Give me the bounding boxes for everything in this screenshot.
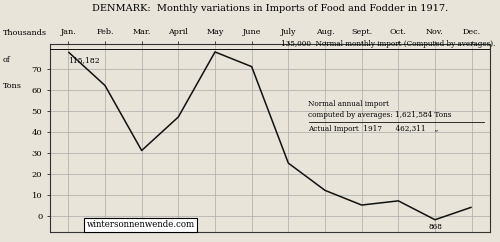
Text: 868: 868 <box>428 223 442 231</box>
Text: 115,182: 115,182 <box>68 56 100 64</box>
Text: computed by averages: 1,621,584 Tons: computed by averages: 1,621,584 Tons <box>308 111 452 119</box>
Text: of: of <box>2 56 10 64</box>
Text: Thousands: Thousands <box>2 29 46 37</box>
Text: Actual Import  1917      462,311    „: Actual Import 1917 462,311 „ <box>308 125 439 133</box>
Text: 135,000  Normal monthly import (Computed by averages).: 135,000 Normal monthly import (Computed … <box>281 40 496 48</box>
Text: Normal annual import: Normal annual import <box>308 100 390 108</box>
Text: wintersonnenwende.com: wintersonnenwende.com <box>86 220 195 229</box>
Text: Tons: Tons <box>2 82 22 90</box>
Title: DENMARK:  Monthly variations in Imports of Food and Fodder in 1917.: DENMARK: Monthly variations in Imports o… <box>92 4 448 13</box>
